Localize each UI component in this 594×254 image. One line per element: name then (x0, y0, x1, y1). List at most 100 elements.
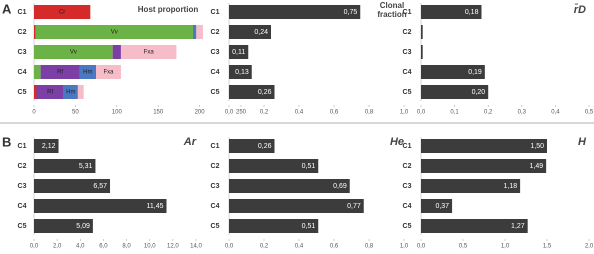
bar-segment (34, 85, 37, 99)
category-label: C3 (18, 49, 27, 56)
value-label: 5,09 (76, 223, 90, 230)
x-tick-label: 150 (153, 110, 164, 116)
category-label: C1 (18, 143, 27, 150)
bar-segment (120, 45, 177, 59)
x-tick-label: 200 (195, 110, 206, 116)
x-tick-label: 0,2 (260, 110, 269, 116)
bar-segment (34, 65, 41, 79)
value-label: 6,57 (93, 183, 107, 190)
segment-label: Hm (66, 90, 75, 96)
x-tick-label: 1,5 (543, 244, 552, 250)
category-label: C1 (211, 143, 220, 150)
value-label: 0,77 (347, 203, 361, 210)
bar (229, 179, 350, 193)
x-tick-label: 2,0 (53, 244, 62, 250)
category-label: C5 (211, 89, 220, 96)
category-label: C4 (403, 203, 412, 210)
category-label: C2 (403, 163, 412, 170)
bar (421, 219, 528, 233)
category-label: C5 (403, 89, 412, 96)
bar-segment (34, 25, 36, 39)
value-label: 1,27 (511, 223, 525, 230)
bar (34, 139, 59, 153)
value-label: 5,31 (79, 163, 93, 170)
value-label: 0,37 (435, 203, 449, 210)
value-label: 0,24 (254, 29, 268, 36)
x-tick-label: 0,2 (484, 110, 493, 116)
bar-segment (192, 25, 197, 39)
segment-label: Vv (70, 50, 77, 56)
bar (421, 199, 453, 213)
category-label: C5 (403, 223, 412, 230)
x-tick-label: 1,0 (501, 244, 510, 250)
category-label: C2 (18, 29, 27, 36)
bar-segment (35, 25, 193, 39)
bar (229, 219, 319, 233)
bar (34, 179, 111, 193)
x-tick-label: 0,4 (295, 244, 304, 250)
bar (34, 199, 167, 213)
value-label: 0,11 (232, 49, 245, 56)
category-label: C4 (211, 69, 220, 76)
value-label: 0,51 (302, 223, 316, 230)
x-tick-label: 0,8 (365, 110, 374, 116)
bar-segment (79, 65, 97, 79)
category-label: C5 (211, 223, 220, 230)
bar-segment (96, 65, 121, 79)
value-label: 1,50 (530, 143, 544, 150)
value-label: 0,20 (472, 89, 486, 96)
category-label: C2 (403, 29, 412, 36)
bar (421, 25, 423, 39)
category-label: C4 (211, 203, 220, 210)
value-label: 0,26 (258, 143, 272, 150)
bar (229, 5, 361, 19)
x-tick-label: 0,5 (459, 244, 468, 250)
value-label: 1,49 (530, 163, 544, 170)
bar (229, 45, 249, 59)
x-tick-label: 1,0 (400, 244, 409, 250)
bar-segment (36, 85, 64, 99)
value-label: 2,12 (42, 143, 56, 150)
x-tick-label: 0,3 (518, 110, 527, 116)
x-tick-label: 8,0 (122, 244, 131, 250)
x-tick-label: 12,0 (167, 244, 179, 250)
chart-title: H (578, 136, 587, 148)
bar-segment (77, 85, 84, 99)
bar (421, 85, 489, 99)
value-label: 0,75 (344, 9, 358, 16)
chart-title: r̄D (574, 4, 586, 16)
chart-title: Clonal fraction (377, 1, 406, 19)
x-tick-label: 50 (72, 110, 79, 116)
bar (421, 159, 547, 173)
category-label: C3 (211, 183, 220, 190)
segment-label: Fxa (144, 50, 155, 56)
x-tick-label: 0,0 (30, 244, 39, 250)
x-tick-label: 10,0 (144, 244, 156, 250)
x-tick-label: 250 (236, 110, 247, 116)
x-tick-label: 0,0 (417, 110, 426, 116)
category-label: C3 (211, 49, 220, 56)
chart-title: Host proportion (138, 5, 199, 14)
segment-label: Fxa (104, 70, 115, 76)
segment-label: Vv (111, 30, 118, 36)
category-label: C5 (18, 89, 27, 96)
bar (229, 65, 252, 79)
x-tick-label: 0,5 (585, 110, 594, 116)
x-tick-label: 0,1 (450, 110, 459, 116)
panel-label: B (2, 134, 11, 149)
x-tick-label: 1,0 (400, 110, 409, 116)
bar-segment (34, 45, 113, 59)
category-label: C4 (18, 69, 27, 76)
x-tick-label: 6,0 (99, 244, 108, 250)
category-label: C1 (403, 9, 412, 16)
chart-title: He (390, 136, 404, 148)
x-tick-label: 100 (112, 110, 123, 116)
segment-label: Hm (83, 70, 92, 76)
bar (34, 219, 93, 233)
bar-segment (196, 25, 203, 39)
x-tick-label: 0,8 (365, 244, 374, 250)
bar (421, 65, 485, 79)
category-label: C4 (403, 69, 412, 76)
x-tick-label: 0 (32, 110, 36, 116)
